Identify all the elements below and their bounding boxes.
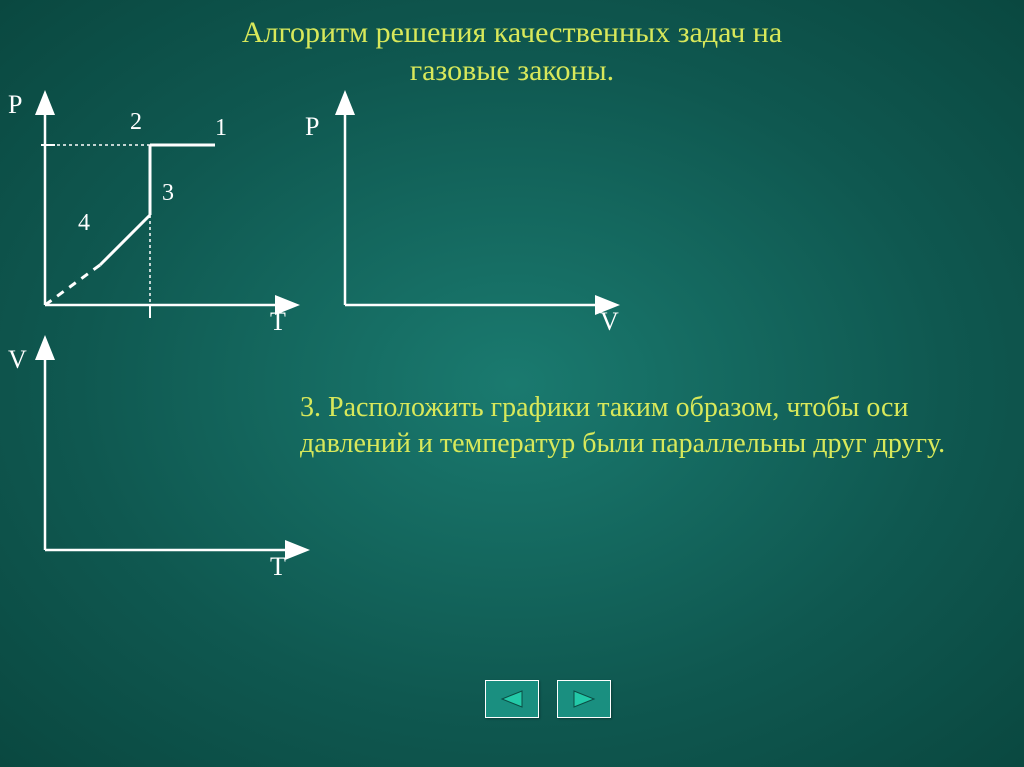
graph2-y-label: P (305, 112, 319, 142)
graph1-y-label: P (8, 90, 22, 120)
graph1-point-4: 4 (78, 210, 90, 237)
triangle-right-icon (570, 689, 598, 709)
nav-buttons (485, 680, 611, 718)
title-line-2: газовые законы. (410, 54, 614, 87)
graph-p-v-svg (330, 105, 620, 335)
graph1-point-3: 3 (162, 180, 174, 207)
graph-v-t: V T (30, 350, 320, 580)
graph-p-t: P T 1 2 3 4 (30, 105, 300, 335)
graph1-x-label: T (270, 307, 286, 337)
next-button[interactable] (557, 680, 611, 718)
graph2-x-label: V (600, 307, 619, 337)
graph-p-t-svg (30, 105, 300, 335)
graph1-point-2: 2 (130, 109, 142, 136)
graph-p-v: P V (330, 105, 620, 335)
triangle-left-icon (498, 689, 526, 709)
slide: Алгоритм решения качественных задач на г… (0, 0, 1024, 767)
prev-button[interactable] (485, 680, 539, 718)
graph-v-t-svg (30, 350, 320, 580)
graph1-point-1: 1 (215, 115, 227, 142)
slide-title: Алгоритм решения качественных задач на г… (0, 14, 1024, 89)
graph3-y-label: V (8, 345, 27, 375)
title-line-1: Алгоритм решения качественных задач на (242, 16, 782, 49)
body-text: 3. Расположить графики таким образом, чт… (300, 390, 980, 463)
graph3-x-label: T (270, 552, 286, 582)
